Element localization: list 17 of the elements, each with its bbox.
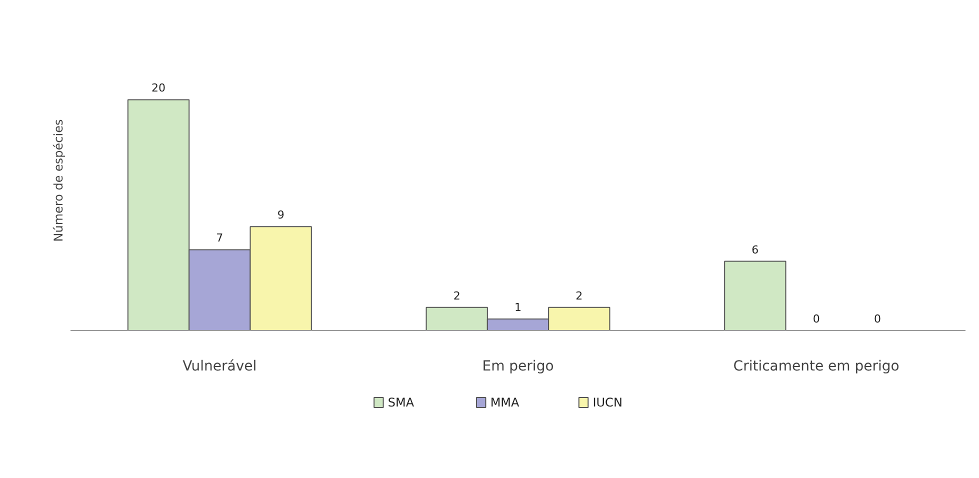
legend-label: SMA [388, 396, 415, 410]
y-axis-title: Número de espécies [52, 119, 66, 242]
bar [724, 260, 786, 330]
data-label: 1 [514, 300, 522, 314]
data-label: 2 [576, 289, 583, 302]
data-label: 6 [752, 243, 759, 256]
data-label: 20 [152, 82, 166, 95]
data-label: 7 [216, 232, 224, 245]
data-label: 0 [812, 312, 820, 326]
x-tick-label: Em perigo [482, 358, 554, 374]
data-label: 9 [277, 208, 284, 222]
legend-label: IUCN [592, 396, 622, 410]
x-tick-label: Criticamente em perigo [733, 358, 900, 374]
legend-label: MMA [490, 396, 520, 410]
data-label: 2 [453, 289, 460, 302]
x-tick-label: Vulnerável [182, 358, 257, 374]
data-label: 0 [874, 312, 881, 326]
